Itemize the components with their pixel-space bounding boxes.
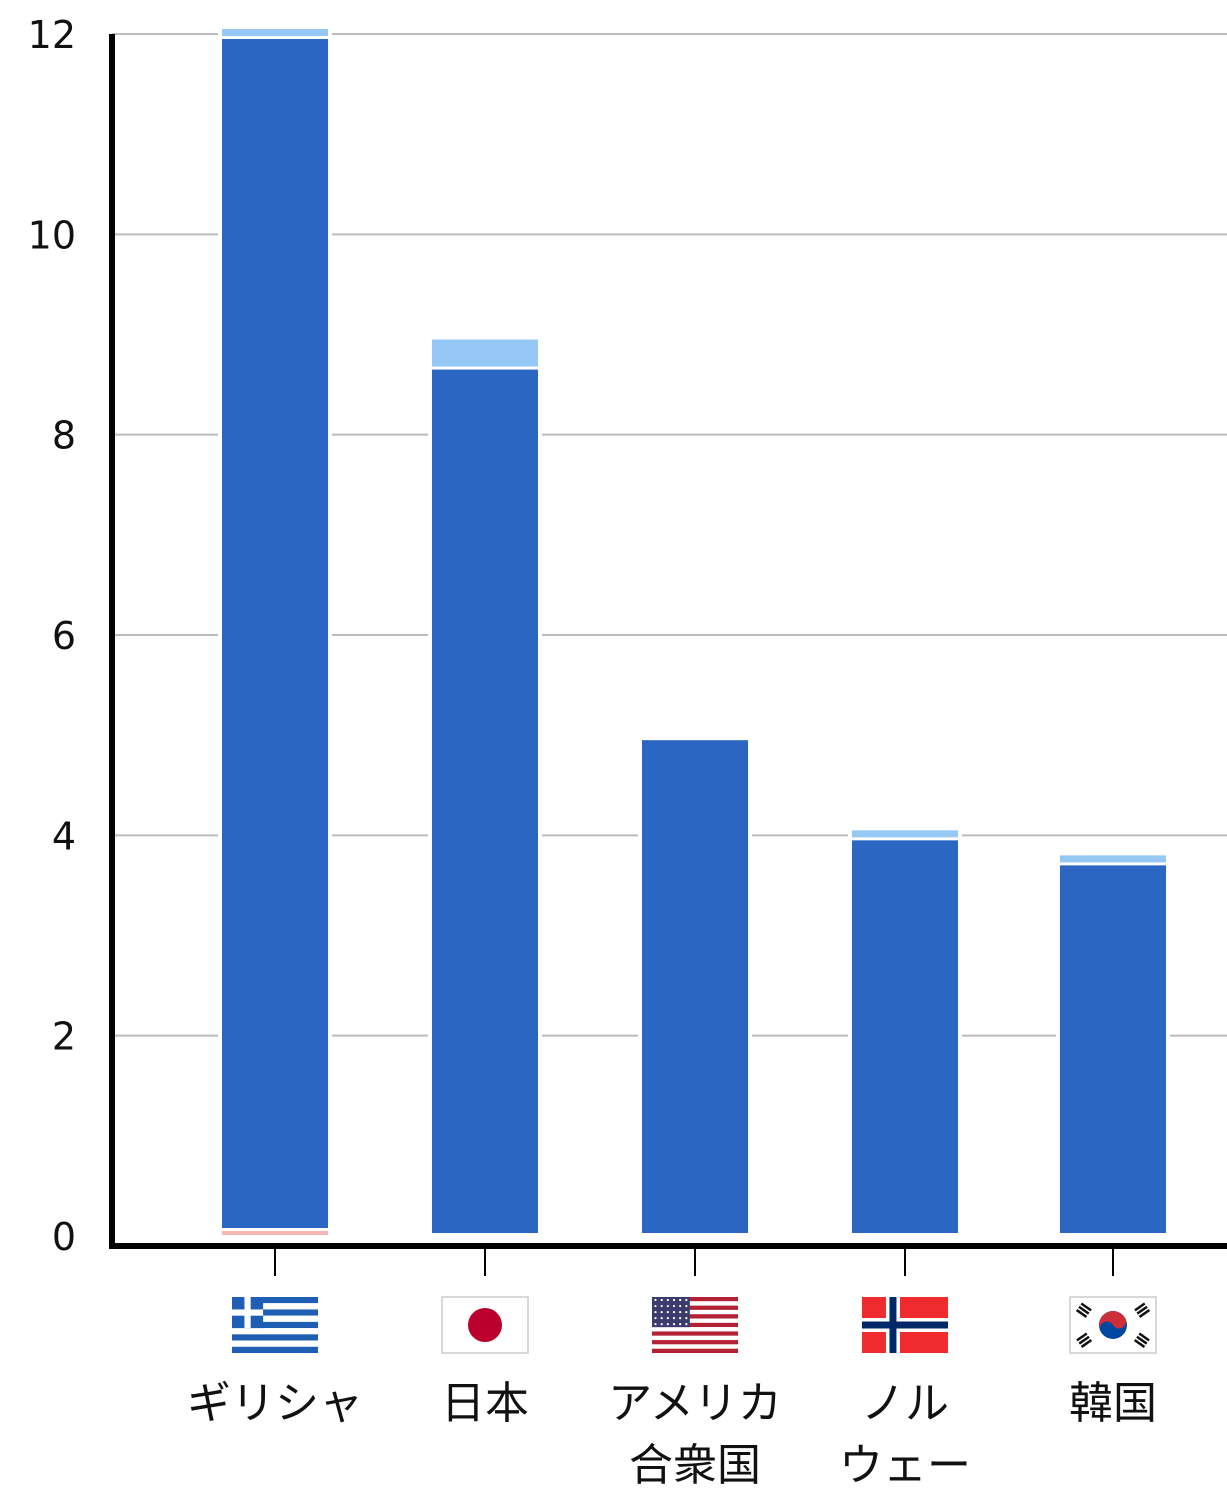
y-tick-label: 6 <box>52 614 76 658</box>
greece-flag-icon <box>232 1297 318 1353</box>
south-korea-flag-icon <box>1069 1296 1157 1354</box>
category-label: ウェー <box>839 1440 971 1491</box>
bar-segment <box>432 369 538 1233</box>
y-tick-label: 0 <box>52 1215 76 1259</box>
category-label: 合衆国 <box>629 1440 761 1491</box>
category-label: 日本 <box>441 1378 529 1429</box>
category-label: 韓国 <box>1069 1378 1157 1429</box>
bar-segment <box>1060 865 1166 1233</box>
y-tick-labels: 0 2 4 6 8 10 12 <box>28 13 76 1259</box>
axes <box>109 34 1227 1249</box>
bar-segment <box>222 28 328 37</box>
bar-segment <box>1060 855 1166 863</box>
x-ticks <box>274 1249 1114 1276</box>
y-tick-label: 2 <box>52 1015 76 1059</box>
category-label: アメリカ <box>608 1378 782 1429</box>
category-label: ギリシャ <box>187 1378 363 1429</box>
bar-segment <box>852 830 958 838</box>
flags <box>232 1296 1157 1354</box>
japan-flag-icon <box>441 1296 529 1354</box>
usa-flag-icon <box>652 1297 738 1353</box>
y-tick-label: 10 <box>28 213 76 257</box>
bars <box>218 25 1170 1237</box>
bar-segment <box>432 339 538 367</box>
y-tick-label: 12 <box>28 13 76 57</box>
y-tick-label: 8 <box>52 414 76 458</box>
norway-flag-icon <box>862 1297 948 1353</box>
bar-segment <box>222 39 328 1228</box>
y-tick-label: 4 <box>52 814 76 858</box>
category-label: ノル <box>861 1378 949 1429</box>
bar-segment <box>852 840 958 1233</box>
bar-segment <box>222 1230 328 1235</box>
bar-segment <box>642 740 748 1233</box>
